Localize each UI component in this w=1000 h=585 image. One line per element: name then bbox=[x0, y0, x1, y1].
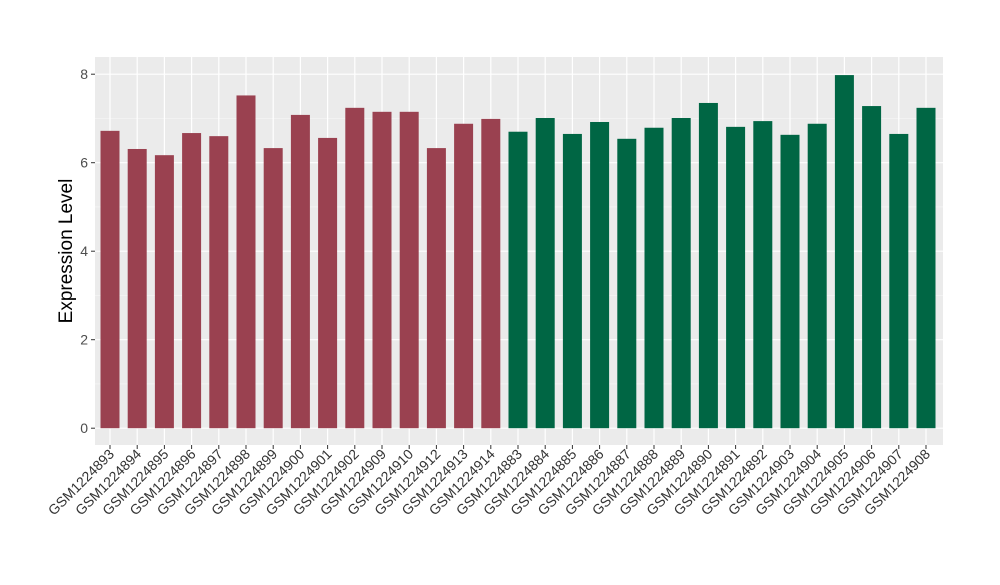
bar-GSM1224914 bbox=[481, 118, 501, 429]
bar-GSM1224895 bbox=[154, 155, 174, 429]
bar-GSM1224897 bbox=[209, 136, 229, 429]
bar-GSM1224887 bbox=[617, 138, 637, 429]
bar-GSM1224902 bbox=[345, 107, 365, 429]
bar-GSM1224893 bbox=[100, 130, 120, 429]
bar-GSM1224901 bbox=[318, 137, 338, 429]
y-tick-label: 8 bbox=[80, 66, 88, 82]
bar-GSM1224905 bbox=[834, 75, 854, 429]
y-tick-label: 4 bbox=[80, 243, 88, 259]
y-tick-label: 0 bbox=[80, 420, 88, 436]
bar-GSM1224899 bbox=[263, 148, 283, 429]
y-tick-label: 6 bbox=[80, 155, 88, 171]
bar-GSM1224906 bbox=[862, 106, 882, 429]
bar-GSM1224886 bbox=[590, 121, 610, 429]
bar-GSM1224891 bbox=[726, 126, 746, 429]
bar-GSM1224888 bbox=[644, 127, 664, 429]
y-tick-label: 2 bbox=[80, 332, 88, 348]
bar-GSM1224885 bbox=[562, 133, 582, 429]
bar-GSM1224910 bbox=[399, 111, 419, 429]
bar-GSM1224913 bbox=[454, 123, 474, 429]
bar-GSM1224908 bbox=[916, 107, 936, 429]
bar-GSM1224883 bbox=[508, 131, 528, 429]
bar-GSM1224904 bbox=[807, 123, 827, 429]
bar-GSM1224898 bbox=[236, 95, 256, 429]
bar-GSM1224892 bbox=[753, 121, 773, 429]
y-axis-label: Expression Level bbox=[56, 179, 77, 324]
bar-GSM1224894 bbox=[127, 148, 147, 429]
bar-GSM1224903 bbox=[780, 134, 800, 429]
bar-GSM1224912 bbox=[426, 148, 446, 429]
bar-GSM1224900 bbox=[290, 114, 310, 429]
bar-GSM1224896 bbox=[182, 133, 202, 429]
bar-GSM1224907 bbox=[889, 133, 909, 429]
bar-GSM1224909 bbox=[372, 111, 392, 429]
bar-GSM1224890 bbox=[698, 102, 718, 429]
bar-GSM1224889 bbox=[671, 118, 691, 429]
bar-GSM1224884 bbox=[535, 118, 555, 429]
